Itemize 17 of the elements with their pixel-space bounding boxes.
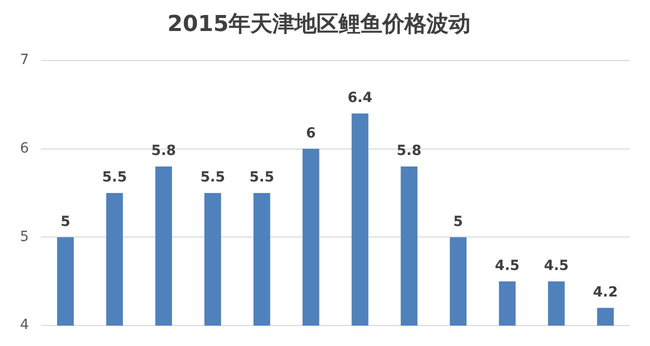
- data-label: 5.5: [249, 170, 274, 186]
- data-label: 4.5: [544, 258, 569, 274]
- data-label: 5.5: [200, 170, 226, 186]
- y-tick-label: 4: [20, 317, 29, 334]
- data-label: 5.5: [102, 170, 127, 186]
- data-label: 4.2: [593, 284, 618, 301]
- chart-title: 2015年天津地区鲤鱼价格波动: [167, 12, 471, 37]
- data-label: 5: [453, 214, 464, 230]
- y-tick-label: 5: [20, 228, 29, 245]
- data-label: 5.8: [151, 143, 176, 160]
- data-label: 6: [306, 125, 316, 142]
- y-tick-label: 7: [20, 52, 29, 68]
- data-label: 6.4: [348, 90, 373, 106]
- data-label: 5: [60, 214, 70, 230]
- data-label: 4.5: [494, 258, 520, 274]
- y-tick-label: 6: [20, 140, 29, 156]
- data-label: 5.8: [396, 143, 422, 160]
